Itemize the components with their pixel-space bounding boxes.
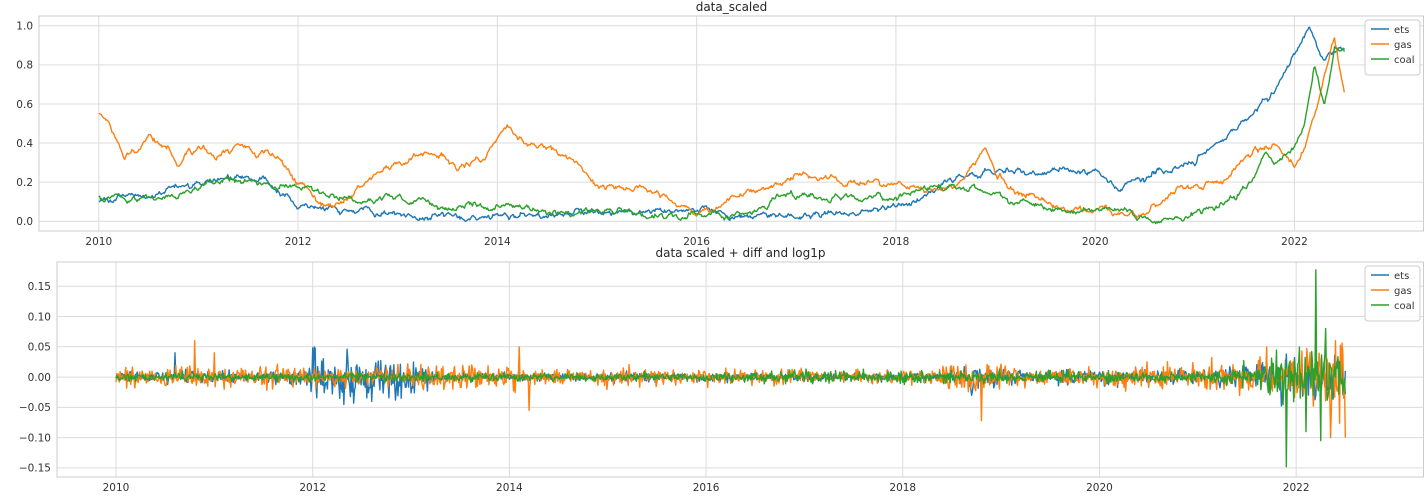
chart-panel-1: 2010 2012 2014 2016 2018 2020 2022 0.0 0.2 0.4 0.6… <box>16 0 1424 248</box>
y-tick-label: −0.05 <box>19 402 51 414</box>
legend: ets gas coal <box>1364 265 1421 322</box>
legend-label-ets: ets <box>1394 271 1409 282</box>
y-tick-label: 0.2 <box>16 177 33 189</box>
legend-label-ets: ets <box>1394 25 1409 36</box>
legend-label-coal: coal <box>1394 55 1415 66</box>
legend-label-coal: coal <box>1394 301 1415 312</box>
legend-box <box>1364 19 1421 76</box>
series-group <box>115 269 1347 468</box>
x-tick-label: 2014 <box>484 236 511 248</box>
series-line-gas <box>115 340 1347 439</box>
y-tick-label: 1.0 <box>16 21 33 33</box>
legend: ets gas coal <box>1364 19 1421 76</box>
x-tick-label: 2022 <box>1283 482 1310 494</box>
series-line-coal <box>98 46 1345 225</box>
legend-label-gas: gas <box>1394 286 1412 297</box>
x-tick-label: 2022 <box>1281 236 1308 248</box>
x-tick-label: 2014 <box>496 482 523 494</box>
plot-area <box>57 262 1424 477</box>
chart-title: data scaled + diff and log1p <box>655 246 825 260</box>
x-tick-label: 2010 <box>85 236 112 248</box>
x-tick-label: 2010 <box>103 482 130 494</box>
y-tick-label: 0.8 <box>16 60 33 72</box>
y-tick-label: −0.10 <box>19 432 51 444</box>
x-tick-label: 2012 <box>285 236 312 248</box>
x-tick-label: 2020 <box>1082 236 1109 248</box>
y-tick-label: 0.00 <box>28 372 51 384</box>
y-tick-label: 0.6 <box>16 99 33 111</box>
y-tick-label: 0.0 <box>16 216 33 228</box>
x-tick-label: 2016 <box>693 482 720 494</box>
x-tick-label: 2020 <box>1086 482 1113 494</box>
y-tick-label: 0.15 <box>28 281 51 293</box>
chart-panel-2: 2010 2012 2014 2016 2018 2020 2022 −0.15 −0.10 −0… <box>19 246 1424 494</box>
legend-label-gas: gas <box>1394 40 1412 51</box>
series-line-coal <box>115 269 1347 468</box>
legend-box <box>1364 265 1421 322</box>
series-group <box>98 26 1345 225</box>
y-tick-label: 0.4 <box>16 138 33 150</box>
y-tick-label: 0.10 <box>28 311 51 323</box>
series-line-gas <box>98 37 1345 219</box>
y-tick-label: 0.05 <box>28 342 51 354</box>
plot-area <box>39 16 1424 231</box>
x-tick-label: 2018 <box>889 482 916 494</box>
x-tick-label: 2016 <box>683 236 710 248</box>
y-tick-label: −0.15 <box>19 463 51 475</box>
series-line-ets <box>98 26 1345 223</box>
x-tick-label: 2012 <box>299 482 326 494</box>
chart-title: data_scaled <box>696 0 768 14</box>
x-tick-label: 2018 <box>883 236 910 248</box>
